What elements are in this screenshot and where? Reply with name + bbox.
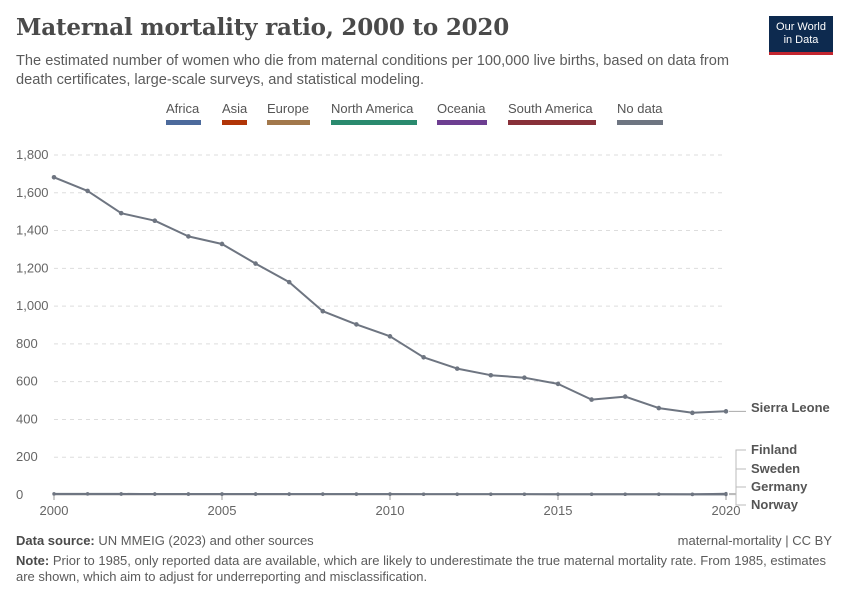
legend-item-north-america[interactable]: North America — [331, 101, 417, 125]
data-point-norway — [254, 492, 258, 496]
data-point-sierra-leone — [421, 355, 426, 360]
logo-line-1: Our World — [776, 21, 826, 33]
legend-swatch — [508, 120, 596, 125]
data-point-sierra-leone — [488, 372, 494, 378]
data-point-norway — [354, 492, 358, 496]
legend-item-africa[interactable]: Africa — [166, 101, 201, 125]
data-point-norway — [153, 492, 157, 496]
data-point-sierra-leone — [219, 241, 225, 247]
legend-swatch — [331, 120, 417, 125]
data-point-norway — [556, 492, 560, 497]
data-point-sierra-leone — [354, 322, 359, 327]
data-point-sierra-leone — [118, 210, 124, 216]
data-point-norway — [623, 492, 627, 497]
data-point-sierra-leone — [555, 381, 561, 387]
legend-label: Africa — [166, 101, 200, 116]
data-point-norway — [287, 492, 291, 496]
series-label-sweden: Sweden — [751, 461, 800, 476]
y-tick-label: 1,600 — [16, 185, 49, 200]
data-point-sierra-leone — [286, 279, 292, 285]
data-source-label: Data source: — [16, 533, 95, 548]
data-point-norway — [422, 492, 426, 496]
logo-line-2: in Data — [783, 34, 819, 46]
legend-item-oceania[interactable]: Oceania — [437, 101, 487, 125]
data-point-sierra-leone — [387, 334, 393, 339]
y-tick-label: 1,000 — [16, 298, 49, 313]
legend-label: Europe — [267, 101, 309, 116]
data-point-norway — [657, 492, 661, 497]
chart-note: Note: Prior to 1985, only reported data … — [16, 553, 831, 585]
label-connector — [729, 494, 746, 506]
line-chart: 0 200 400 600 800 1,000 1,200 1,400 1,600 1,800 20… — [16, 147, 830, 518]
license-text[interactable]: maternal-mortality | CC BY — [677, 533, 832, 548]
data-point-norway — [220, 492, 224, 496]
x-tick-label: 2010 — [376, 503, 405, 518]
legend-label: Asia — [222, 101, 248, 116]
data-point-norway — [724, 493, 728, 497]
legend-swatch — [617, 120, 663, 125]
data-source-text[interactable]: UN MMEIG (2023) and other sources — [98, 533, 314, 548]
x-tick-label: 2015 — [544, 503, 573, 518]
x-tick-label: 2020 — [712, 503, 741, 518]
series-label-norway: Norway — [751, 497, 799, 512]
data-point-norway — [455, 492, 459, 496]
data-point-norway — [522, 492, 527, 496]
note-text: Prior to 1985, only reported data are av… — [16, 553, 827, 584]
y-tick-label: 200 — [16, 449, 38, 464]
label-connector — [729, 468, 746, 495]
legend-swatch — [222, 120, 247, 125]
data-point-norway — [690, 493, 695, 497]
data-point-sierra-leone — [253, 261, 258, 266]
y-tick-label: 400 — [16, 411, 38, 426]
chart-title: Maternal mortality ratio, 2000 to 2020 — [16, 14, 510, 41]
data-point-sierra-leone — [690, 410, 695, 416]
legend-swatch — [437, 120, 487, 125]
note-label: Note: — [16, 553, 50, 568]
legend-item-no-data[interactable]: No data — [617, 101, 663, 125]
data-point-sierra-leone — [656, 405, 662, 411]
series-label-finland: Finland — [751, 442, 797, 457]
data-point-sierra-leone — [454, 366, 460, 371]
data-point-sierra-leone — [85, 188, 90, 194]
y-tick-label: 600 — [16, 374, 38, 389]
x-tick-label: 2000 — [40, 503, 69, 518]
data-point-sierra-leone — [152, 218, 158, 224]
legend-label: Oceania — [437, 101, 486, 116]
x-tick-label: 2005 — [208, 503, 237, 518]
y-tick-label: 1,200 — [16, 260, 49, 275]
chart-subtitle: The estimated number of women who die fr… — [16, 53, 730, 88]
series-label-germany: Germany — [751, 479, 808, 494]
legend-swatch — [166, 120, 201, 125]
legend-item-south-america[interactable]: South America — [508, 101, 596, 125]
series-line-sierra-leone — [53, 176, 727, 414]
data-point-norway — [489, 492, 493, 496]
legend-swatch — [267, 120, 310, 125]
legend-item-asia[interactable]: Asia — [222, 101, 247, 125]
data-point-sierra-leone — [622, 394, 628, 399]
y-tick-label: 0 — [16, 487, 23, 502]
data-point-norway — [86, 492, 90, 496]
data-point-norway — [119, 492, 123, 496]
data-source: Data source: UN MMEIG (2023) and other s… — [16, 533, 314, 548]
data-point-sierra-leone — [522, 375, 527, 381]
series-label-sierra-leone: Sierra Leone — [751, 400, 830, 415]
owid-logo[interactable]: Our World in Data — [769, 16, 833, 55]
y-tick-label: 800 — [16, 336, 38, 351]
data-point-norway — [388, 492, 392, 496]
data-point-sierra-leone — [186, 234, 191, 239]
data-point-norway — [321, 492, 325, 496]
data-point-norway — [590, 492, 594, 497]
y-tick-label: 1,400 — [16, 223, 49, 238]
data-point-sierra-leone — [723, 409, 729, 414]
data-point-norway — [52, 492, 56, 496]
data-point-sierra-leone — [51, 174, 57, 180]
data-point-norway — [186, 492, 190, 496]
data-point-sierra-leone — [589, 397, 594, 402]
legend-label: South America — [508, 101, 593, 116]
legend-item-europe[interactable]: Europe — [267, 101, 310, 125]
data-point-sierra-leone — [320, 308, 326, 314]
legend-label: North America — [331, 101, 414, 116]
legend-label: No data — [617, 101, 663, 116]
y-tick-label: 1,800 — [16, 147, 49, 162]
